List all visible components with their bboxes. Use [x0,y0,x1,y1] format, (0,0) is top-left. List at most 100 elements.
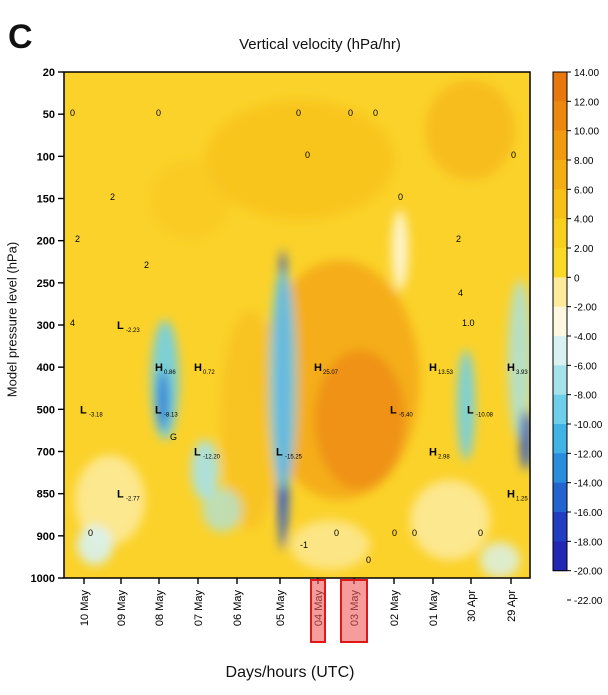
colorbar-segment [553,160,567,190]
extremum-letter: H [429,362,437,374]
x-tick-label: 30 Apr [466,590,478,622]
field-region-4 [220,310,280,530]
extremum-letter: H [314,362,322,374]
field-region-20 [150,160,230,240]
extremum-letter: H [507,362,515,374]
y-tick-label: 400 [37,362,55,374]
extremum-letter: H [194,362,202,374]
field-blobs [75,80,530,578]
extremum-value: 0.72 [203,370,215,376]
field-region-10 [202,488,242,532]
extremum-marker: L -5.40 [390,404,413,418]
y-tick-label: 900 [37,531,55,543]
contour-label: 2 [144,260,149,270]
colorbar-label: -12.00 [574,449,603,460]
contour-label: 2 [110,192,115,202]
field-region-0 [205,100,395,220]
x-tick-label: 06 May [232,590,244,627]
colorbar-frame [552,71,568,572]
x-tick-label: 29 Apr [506,590,518,622]
colorbar-segment [553,101,567,132]
extremum-value: -12.20 [203,455,221,461]
extremum-marker: H 13.53 [429,362,454,376]
field-region-8 [157,370,169,430]
extremum-letter: L [467,404,474,416]
y-tick-label: 20 [43,67,55,79]
contour-label: 0 [88,528,93,538]
colorbar-segment [553,394,567,425]
x-tick-label: 05 May [275,590,287,627]
field-region-15 [77,525,113,565]
colorbar-label: -10.00 [574,420,603,431]
highlight-box [310,579,326,643]
colorbar-segment [553,248,567,278]
extremum-letter: L [194,447,201,459]
x-axis-label: Days/hours (UTC) [225,664,355,681]
field-region-19 [480,542,520,578]
field-region-17 [410,480,490,560]
colorbar-label: -22.00 [574,596,603,607]
extremum-letter: L [276,447,283,459]
contour-label: 2 [456,234,461,244]
y-tick-label: 100 [37,151,55,163]
contour-label: 0 [348,108,353,118]
extremum-value: 1.25 [516,497,528,503]
colorbar-label: -14.00 [574,479,603,490]
extremum-letter: H [155,362,163,374]
x-tick-label: 10 May [79,590,91,627]
colorbar-label: 0 [574,273,580,284]
colorbar-label: 6.00 [574,185,594,196]
axes-layer: 2050100150200250300400500700850900100010… [31,67,531,643]
contour-label: 0 [392,528,397,538]
x-tick-label: 07 May [193,590,205,627]
x-tick-label: 02 May [389,590,401,627]
contour-label: -1 [300,540,308,550]
colorbar-label: -8.00 [574,391,597,402]
colorbar-segment [553,541,567,572]
contour-label: 0 [296,108,301,118]
contour-label: 0 [373,108,378,118]
field-region-12 [508,280,530,440]
colorbar-label: -20.00 [574,567,603,578]
extremum-value: 3.93 [516,370,528,376]
contour-label: 0 [156,108,161,118]
highlight-box [340,579,368,643]
colorbar-label: -4.00 [574,332,597,343]
extremum-value: 2.98 [438,455,450,461]
colorbar-segment [553,482,567,513]
field-region-16 [392,210,408,290]
y-tick-label: 250 [37,278,55,290]
extremum-marker: L -10.08 [467,404,494,418]
y-tick-label: 150 [37,194,55,206]
extremum-letter: H [429,447,437,459]
panel-letter: C [8,18,33,56]
contour-label: 4 [458,288,463,298]
colorbar-label: 4.00 [574,215,594,226]
colorbar-label: -18.00 [574,537,603,548]
extremum-marker: H 2.98 [429,447,450,461]
y-tick-label: 700 [37,447,55,459]
extremum-marker: H 1.25 [507,489,528,503]
colorbar-segment [553,453,567,484]
colorbar-segment [553,218,567,249]
extremum-marker: H 0.72 [194,362,215,376]
field-region-9 [191,440,219,500]
contour-label: 4 [70,318,75,328]
extremum-marker: L -8.13 [155,404,178,418]
extremum-value: 25.07 [323,370,339,376]
extremum-letter: H [507,489,515,501]
colorbar-segment [553,336,567,366]
colorbar-segment [553,512,567,542]
x-tick-label: 01 May [428,590,440,627]
contour-label: 0 [366,555,371,565]
extremum-value: -8.13 [164,412,178,418]
extremum-letter: L [117,320,124,332]
extremum-marker: L -2.23 [117,320,140,334]
contour-label: 1.0 [462,318,475,328]
extremum-marker: L -12.20 [194,447,221,461]
extremum-marker: L -3.18 [80,404,103,418]
field-region-11 [457,350,475,460]
contour-label: 0 [305,150,310,160]
y-tick-label: 200 [37,236,55,248]
